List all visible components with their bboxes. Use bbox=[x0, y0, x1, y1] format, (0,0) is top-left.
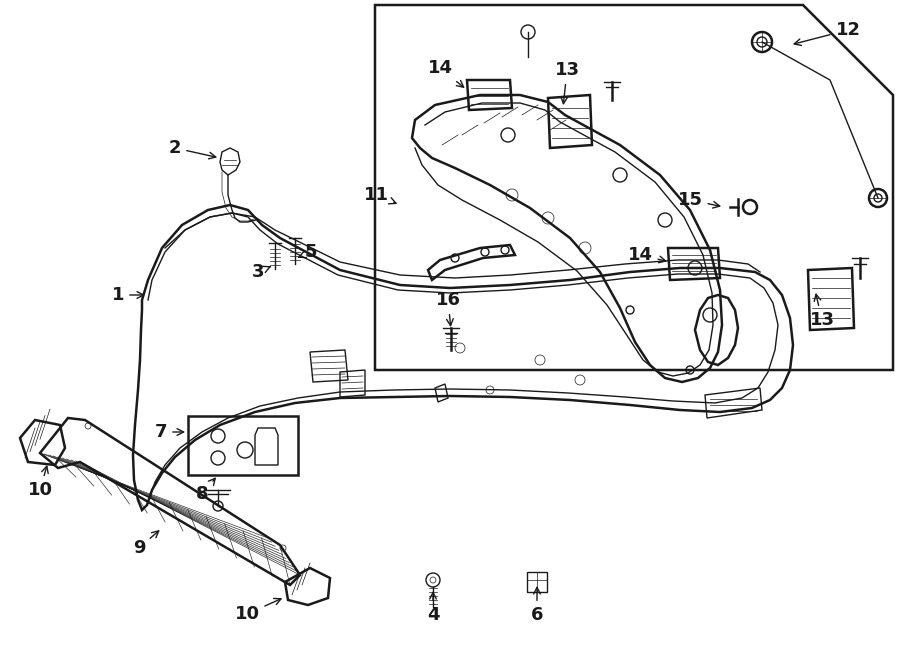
Text: 13: 13 bbox=[554, 61, 580, 104]
Text: 9: 9 bbox=[133, 531, 158, 557]
Text: 8: 8 bbox=[195, 479, 215, 503]
Text: 1: 1 bbox=[112, 286, 144, 304]
Text: 10: 10 bbox=[235, 598, 281, 623]
Text: 13: 13 bbox=[809, 294, 834, 329]
Text: 6: 6 bbox=[531, 588, 544, 624]
Text: 3: 3 bbox=[252, 263, 270, 281]
Text: 7: 7 bbox=[155, 423, 184, 441]
Text: 12: 12 bbox=[794, 21, 860, 46]
Text: 11: 11 bbox=[364, 186, 396, 204]
Text: 10: 10 bbox=[28, 466, 52, 499]
Text: 14: 14 bbox=[428, 59, 464, 87]
Text: 2: 2 bbox=[169, 139, 216, 159]
Text: 14: 14 bbox=[627, 246, 666, 264]
Text: 5: 5 bbox=[299, 243, 317, 261]
Text: 15: 15 bbox=[678, 191, 720, 209]
Text: 16: 16 bbox=[436, 291, 461, 326]
Text: 4: 4 bbox=[427, 592, 439, 624]
